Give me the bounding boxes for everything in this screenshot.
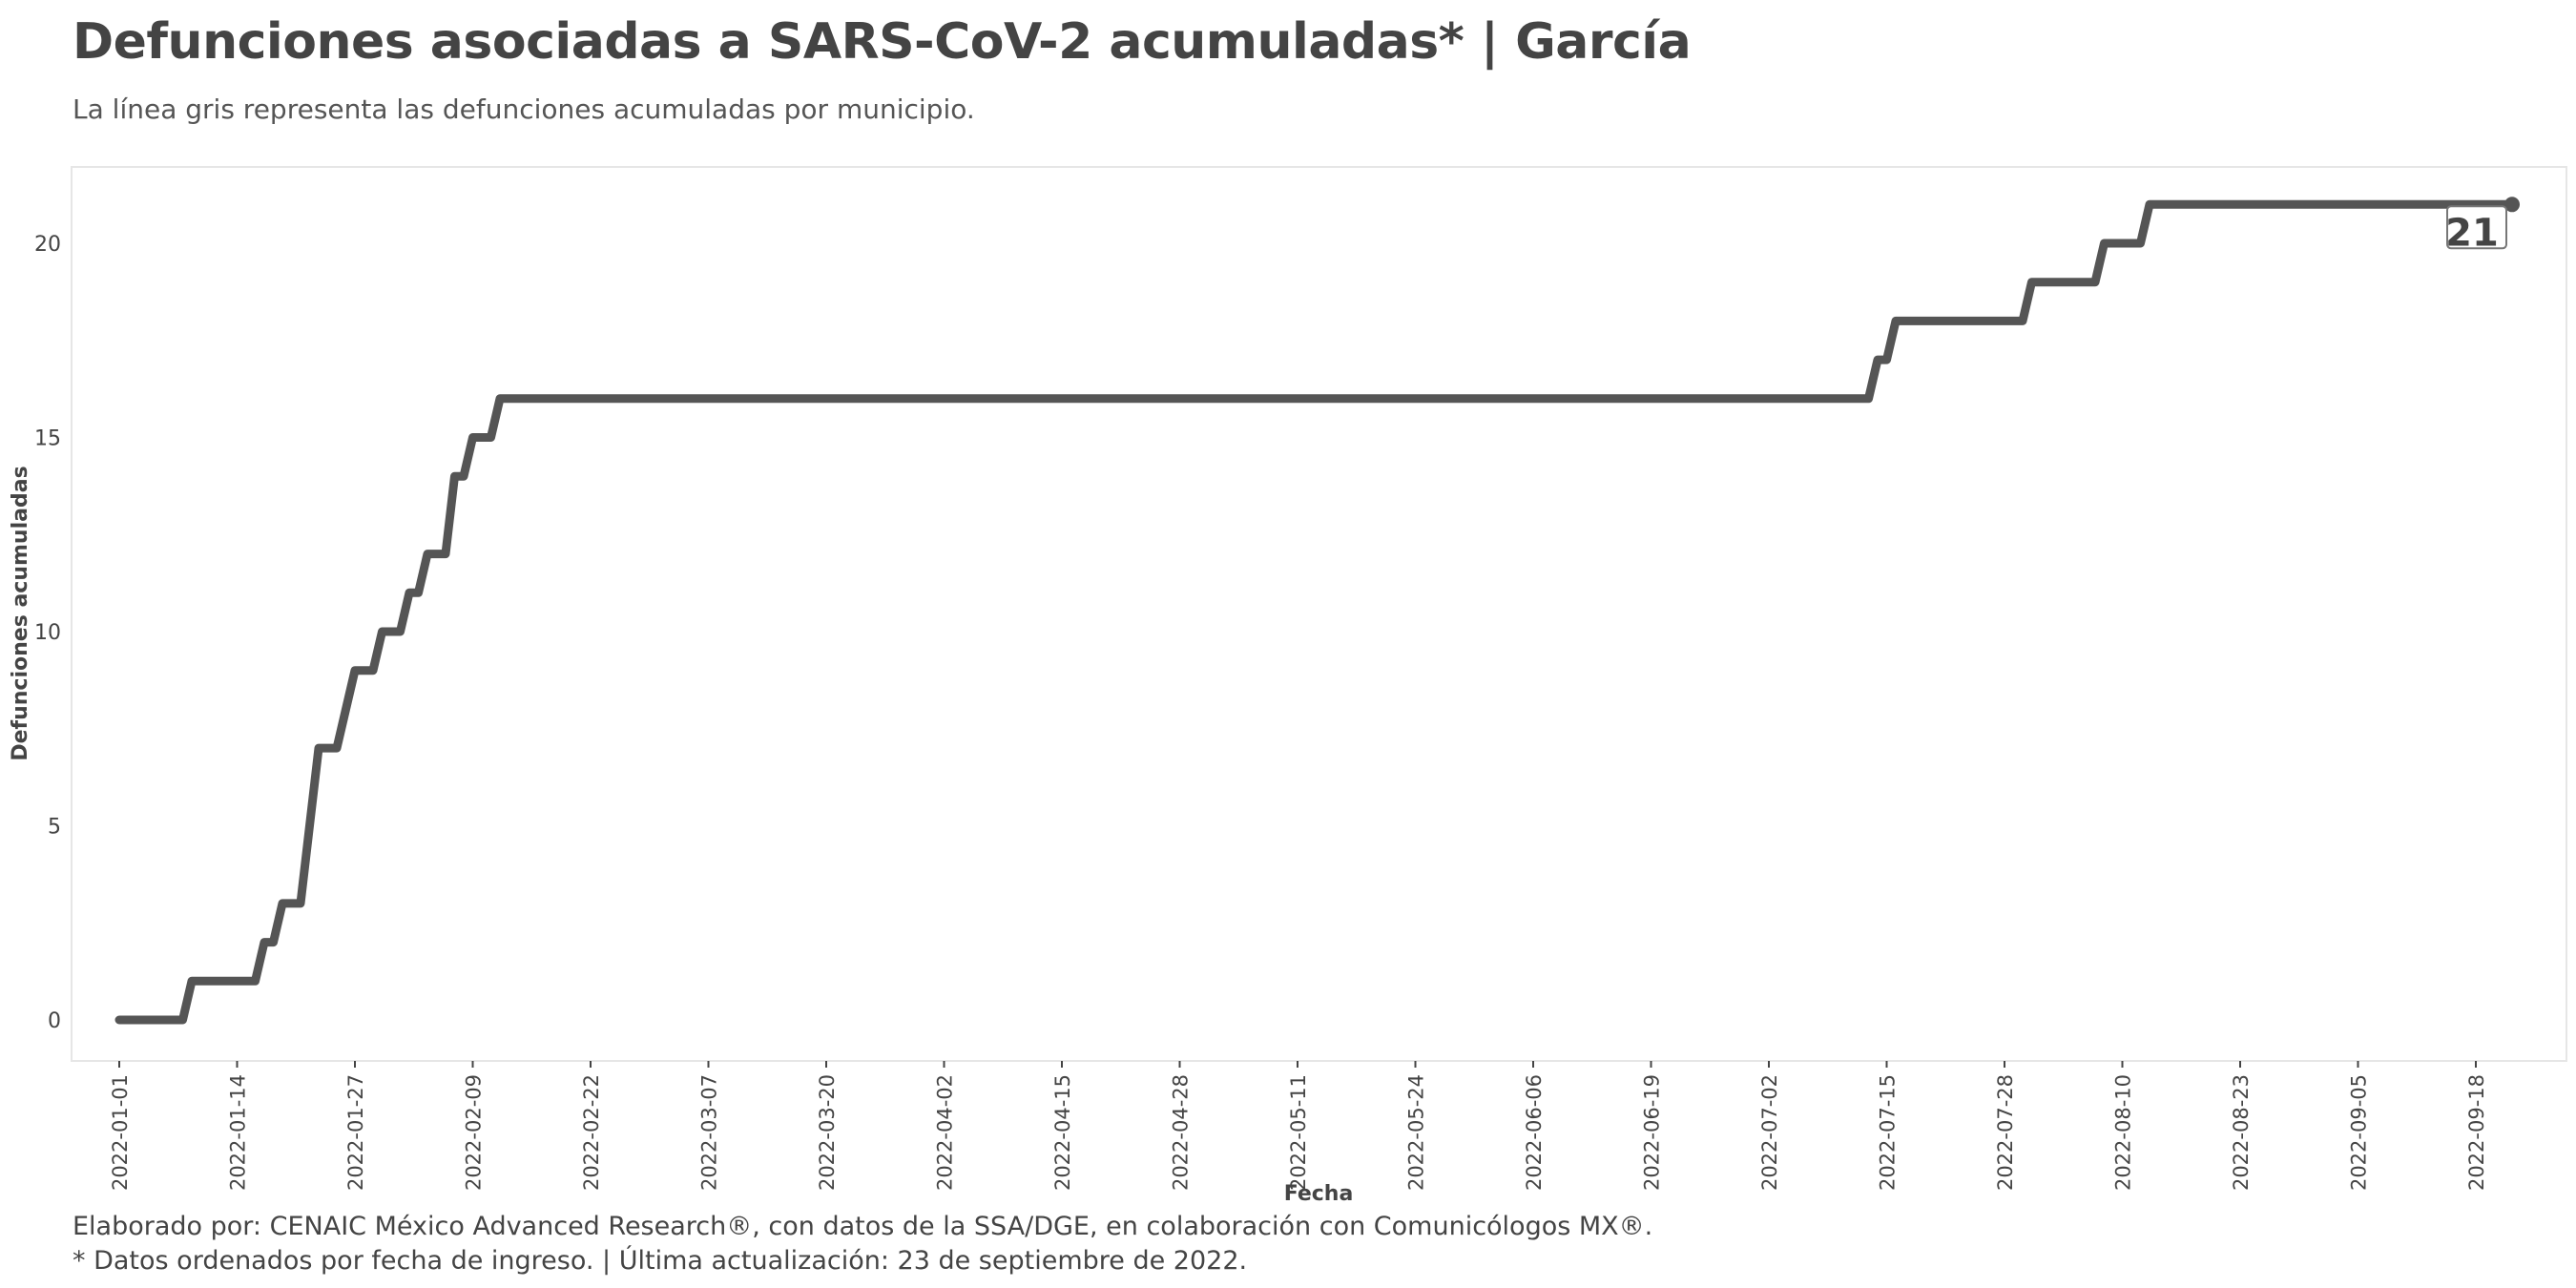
x-tick-label: 2022-03-07: [698, 1074, 721, 1191]
x-tick-label: 2022-04-02: [934, 1074, 957, 1191]
x-tick-label: 2022-08-10: [2112, 1074, 2135, 1191]
x-tick-label: 2022-04-15: [1051, 1074, 1074, 1191]
x-tick-label: 2022-01-14: [227, 1074, 250, 1191]
plot-panel-border: [71, 166, 2567, 1062]
series-end-point: [2504, 197, 2520, 213]
x-tick-label: 2022-08-23: [2230, 1074, 2253, 1191]
y-tick-label: 0: [48, 1009, 61, 1033]
x-tick-label: 2022-02-09: [463, 1074, 486, 1191]
x-tick-label: 2022-06-06: [1523, 1074, 1546, 1191]
last-value-label-box: [2446, 205, 2507, 250]
series-line-defunciones: [114, 199, 2517, 1025]
y-tick-label: 10: [34, 621, 61, 645]
caption-credits: Elaborado por: CENAIC México Advanced Re…: [73, 1212, 1653, 1241]
last-value-label: 21: [2445, 211, 2499, 255]
y-tick-label: 15: [34, 427, 61, 451]
x-tick-label: 2022-05-11: [1287, 1074, 1310, 1191]
caption-note: * Datos ordenados por fecha de ingreso. …: [73, 1246, 1248, 1276]
x-tick-label: 2022-07-02: [1758, 1074, 1781, 1191]
x-axis-label: Fecha: [1284, 1182, 1354, 1206]
x-tick-label: 2022-07-28: [1994, 1074, 2017, 1191]
x-tick-label: 2022-05-24: [1405, 1074, 1428, 1191]
x-tick-label: 2022-03-20: [816, 1074, 839, 1191]
x-tick-label: 2022-09-18: [2465, 1074, 2488, 1191]
x-tick-label: 2022-01-01: [109, 1074, 132, 1191]
chart-subtitle: La línea gris representa las defunciones…: [73, 93, 975, 125]
y-tick-label: 20: [34, 233, 61, 257]
x-axis-ticks: 2022-01-01 2022-01-14 2022-01-27 2022-02-09…: [109, 1061, 2488, 1191]
x-tick-label: 2022-01-27: [344, 1074, 367, 1191]
y-axis-label: Defunciones acumuladas: [9, 466, 32, 760]
x-tick-label: 2022-09-05: [2348, 1074, 2371, 1191]
y-axis-ticks: 0 5 10 15 20: [34, 233, 61, 1033]
y-tick-label: 5: [48, 816, 61, 840]
x-tick-label: 2022-06-19: [1641, 1074, 1664, 1191]
chart-title: Defunciones asociadas a SARS-CoV-2 acumu…: [73, 13, 1692, 71]
x-tick-label: 2022-02-22: [580, 1074, 603, 1191]
x-tick-label: 2022-04-28: [1170, 1074, 1193, 1191]
x-tick-label: 2022-07-15: [1877, 1074, 1900, 1191]
